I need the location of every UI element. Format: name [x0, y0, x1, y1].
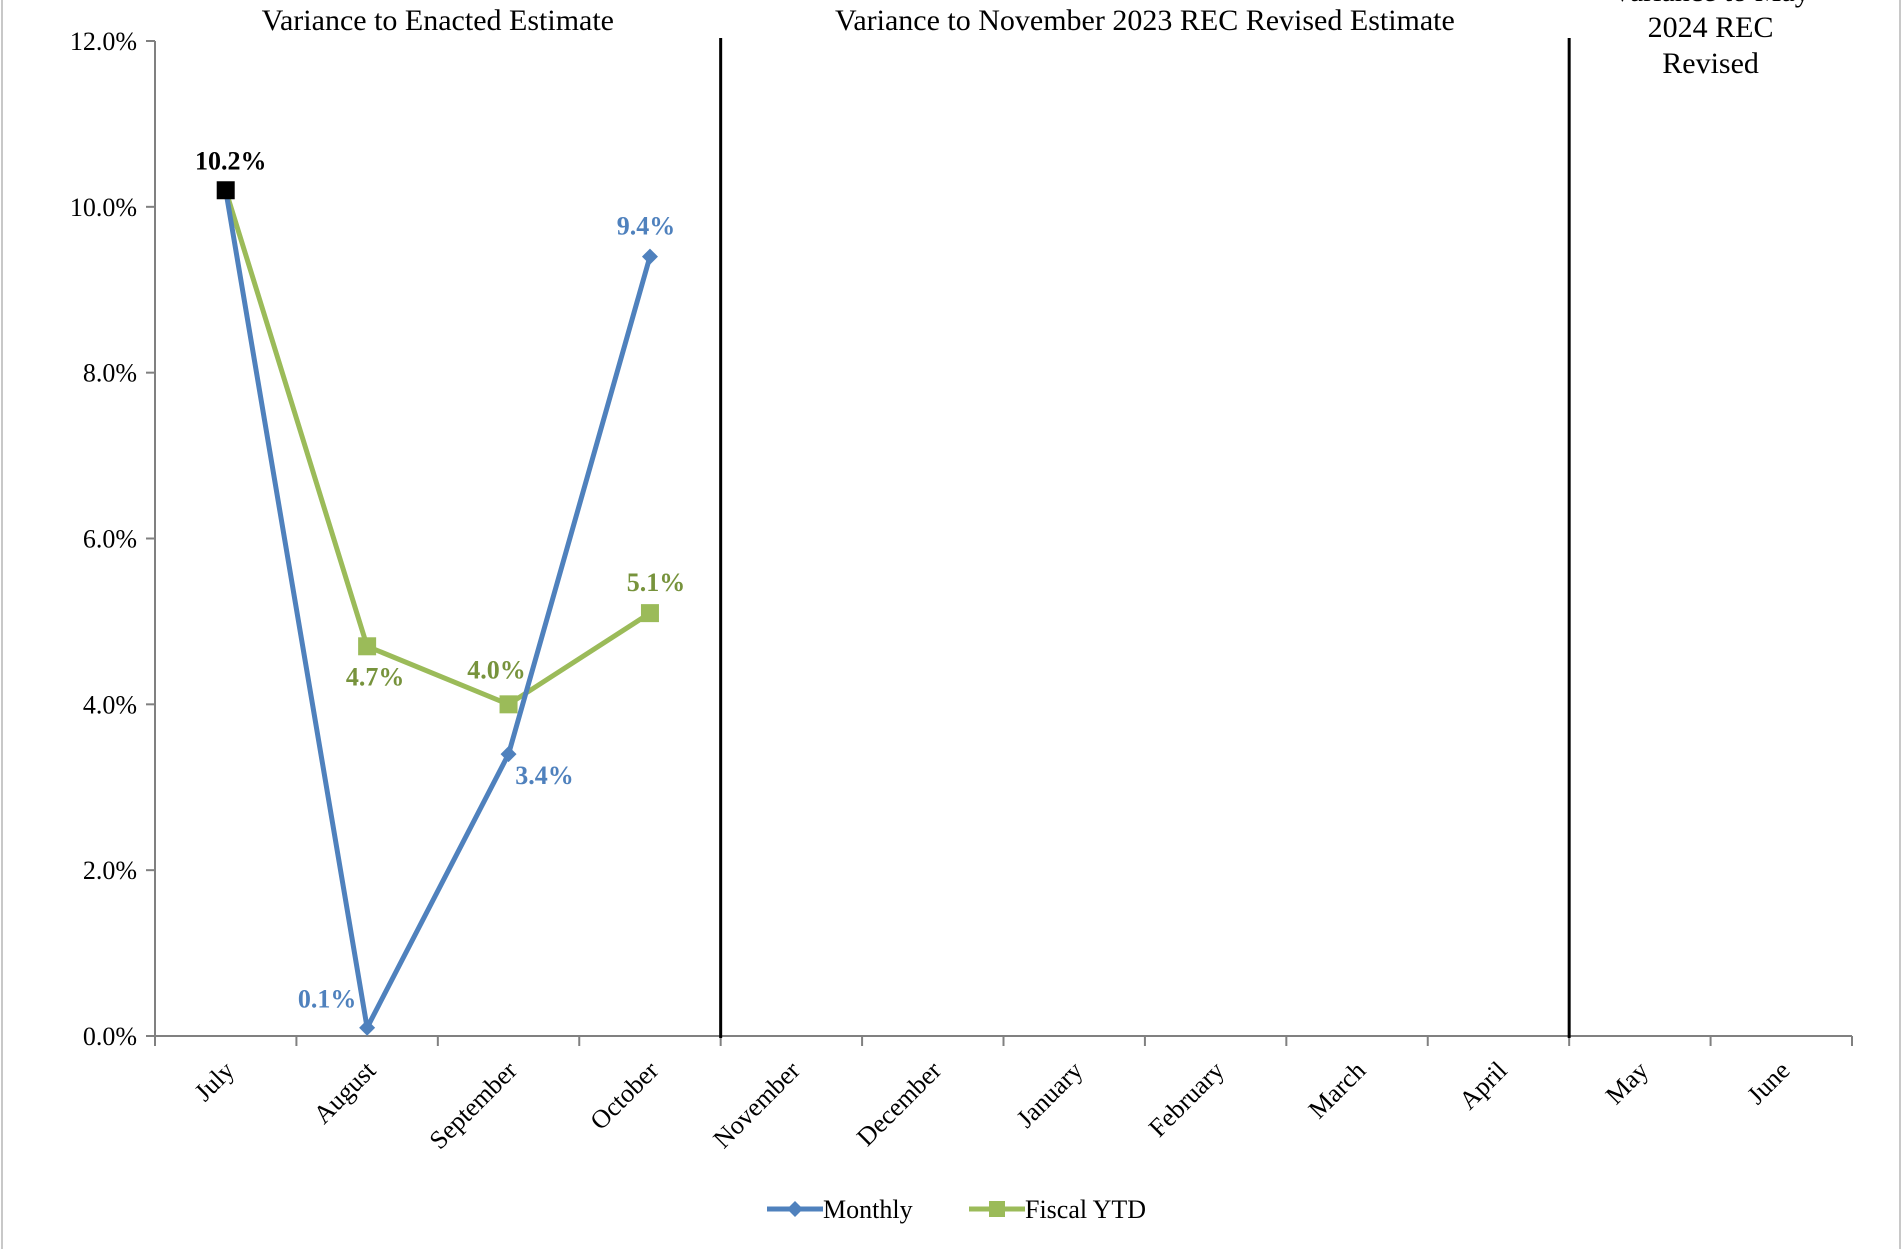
y-tick-label: 10.0%: [70, 193, 137, 222]
data-label-fiscal-ytd-september: 4.0%: [467, 655, 526, 684]
y-tick-label: 8.0%: [83, 359, 137, 388]
legend-marker-monthly: [787, 1201, 803, 1217]
series-lines: [223, 189, 653, 1031]
data-label-monthly-august: 0.1%: [298, 985, 357, 1014]
section-dividers: [719, 38, 1571, 1038]
data-labels: 10.2% 0.1% 3.4% 9.4% 4.7% 4.0% 5.1%: [195, 146, 685, 1013]
marker-monthly-september: [500, 746, 517, 763]
y-tick-label: 12.0%: [70, 27, 137, 56]
data-label-shared-july: 10.2%: [195, 146, 267, 175]
legend-label-fiscal-ytd: Fiscal YTD: [1025, 1195, 1146, 1224]
legend-label-monthly: Monthly: [823, 1195, 913, 1224]
section-title: Variance to November 2023 REC Revised Es…: [835, 4, 1455, 37]
marker-fiscal-ytd-october: [640, 604, 659, 623]
marker-monthly-october: [641, 248, 658, 265]
series-line-fiscal-ytd: [223, 189, 652, 707]
marker-monthly-august: [359, 1019, 376, 1036]
legend-item-fiscal-ytd: Fiscal YTD: [969, 1195, 1146, 1224]
legend-marker-fiscal-ytd: [989, 1201, 1005, 1217]
legend-item-monthly: Monthly: [767, 1195, 913, 1224]
section-title: Revised: [1662, 47, 1759, 80]
data-label-monthly-october: 9.4%: [617, 212, 676, 241]
y-axis: 0.0% 2.0% 4.0% 6.0% 8.0% 10.0% 12.0%: [70, 27, 156, 1051]
data-label-fiscal-ytd-august: 4.7%: [346, 662, 405, 691]
marker-fiscal-ytd-august: [358, 637, 377, 656]
legend: Monthly Fiscal YTD: [767, 1195, 1146, 1224]
section-title: Variance to Enacted Estimate: [262, 4, 614, 37]
series-markers: [216, 181, 659, 1036]
data-label-monthly-september: 3.4%: [515, 761, 574, 790]
section-title: Variance to May: [1611, 0, 1809, 8]
marker-shared-july: [216, 181, 235, 200]
data-label-fiscal-ytd-october: 5.1%: [627, 568, 686, 597]
y-tick-label: 0.0%: [83, 1022, 137, 1051]
series-line-monthly: [223, 189, 653, 1031]
y-tick-label: 6.0%: [83, 525, 137, 554]
y-tick-label: 2.0%: [83, 856, 137, 885]
marker-fiscal-ytd-september: [499, 695, 518, 714]
section-title: 2024 REC: [1648, 11, 1774, 44]
section-titles: Variance to Enacted Estimate Variance to …: [262, 0, 1810, 80]
y-tick-label: 4.0%: [83, 690, 137, 719]
